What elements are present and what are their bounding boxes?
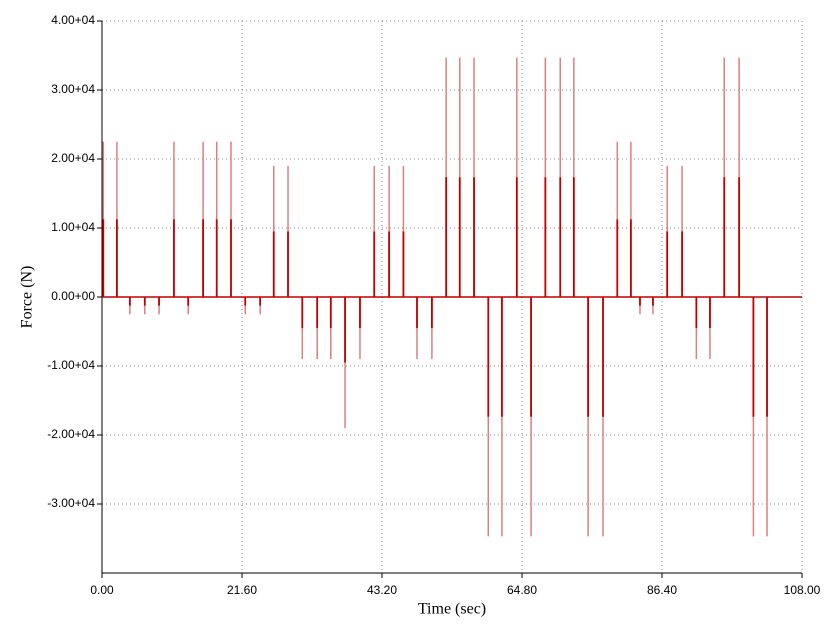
x-tick-label: 64.80 — [507, 583, 537, 597]
x-axis-label: Time (sec) — [418, 601, 486, 618]
y-tick-label: -2.00+04 — [47, 427, 95, 441]
y-tick-label: 2.00+04 — [51, 151, 95, 165]
x-tick-label: 43.20 — [367, 583, 397, 597]
x-tick-label: 86.40 — [647, 583, 677, 597]
y-tick-label: 3.00+04 — [51, 82, 95, 96]
y-tick-label: -1.00+04 — [47, 358, 95, 372]
y-tick-label: -3.00+04 — [47, 496, 95, 510]
x-tick-label: 21.60 — [227, 583, 257, 597]
y-tick-label: 1.00+04 — [51, 220, 95, 234]
y-tick-label: 0.00+00 — [51, 289, 95, 303]
x-tick-label: 0.00 — [90, 583, 114, 597]
y-tick-label: 4.00+04 — [51, 13, 95, 27]
x-tick-label: 108.00 — [784, 583, 821, 597]
y-axis-label: Force (N) — [19, 266, 36, 329]
